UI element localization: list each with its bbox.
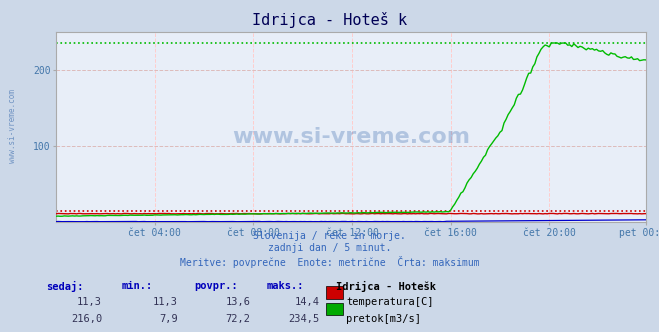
Text: sedaj:: sedaj: bbox=[46, 281, 84, 291]
Text: 11,3: 11,3 bbox=[77, 297, 102, 307]
Text: Meritve: povprečne  Enote: metrične  Črta: maksimum: Meritve: povprečne Enote: metrične Črta:… bbox=[180, 256, 479, 268]
Text: maks.:: maks.: bbox=[267, 281, 304, 290]
Text: 13,6: 13,6 bbox=[225, 297, 250, 307]
Text: zadnji dan / 5 minut.: zadnji dan / 5 minut. bbox=[268, 243, 391, 253]
Text: Slovenija / reke in morje.: Slovenija / reke in morje. bbox=[253, 231, 406, 241]
Text: 234,5: 234,5 bbox=[289, 314, 320, 324]
Text: 216,0: 216,0 bbox=[71, 314, 102, 324]
Text: pretok[m3/s]: pretok[m3/s] bbox=[346, 314, 421, 324]
Text: 72,2: 72,2 bbox=[225, 314, 250, 324]
Text: www.si-vreme.com: www.si-vreme.com bbox=[232, 126, 470, 146]
Text: 11,3: 11,3 bbox=[153, 297, 178, 307]
Text: Idrijca - Hoteš k: Idrijca - Hoteš k bbox=[252, 12, 407, 28]
Text: www.si-vreme.com: www.si-vreme.com bbox=[8, 89, 17, 163]
Text: povpr.:: povpr.: bbox=[194, 281, 238, 290]
Text: 7,9: 7,9 bbox=[159, 314, 178, 324]
Text: temperatura[C]: temperatura[C] bbox=[346, 297, 434, 307]
Text: min.:: min.: bbox=[122, 281, 153, 290]
Text: Idrijca - Hotešk: Idrijca - Hotešk bbox=[336, 281, 436, 291]
Text: 14,4: 14,4 bbox=[295, 297, 320, 307]
